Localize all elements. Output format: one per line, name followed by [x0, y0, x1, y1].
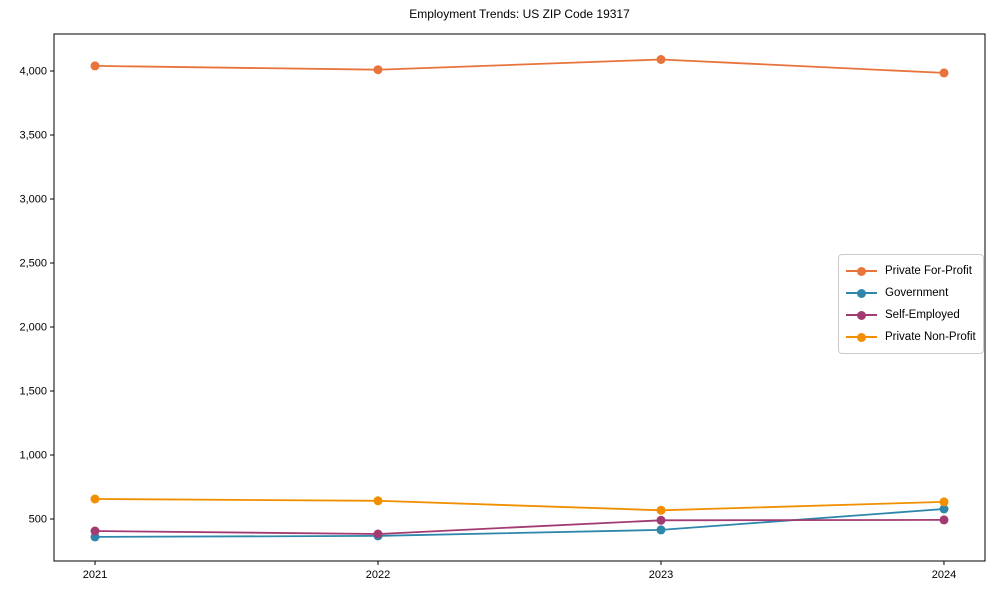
data-point-private-for-profit: [90, 61, 100, 71]
y-tick-label: 3,500: [19, 129, 47, 141]
legend-label: Private For-Profit: [885, 265, 972, 277]
data-point-self-employed: [939, 515, 949, 525]
legend-label: Government: [885, 287, 949, 299]
data-point-self-employed: [373, 529, 383, 539]
x-tick-label: 2023: [649, 569, 673, 581]
plot-border: [53, 33, 986, 562]
legend-marker-private-for-profit: [846, 265, 877, 277]
legend: Private For-Profit Government Self-Emplo…: [838, 254, 984, 354]
legend-marker-self-employed: [846, 309, 877, 321]
y-tick-label: 2,500: [19, 258, 47, 270]
y-tick-label: 1,000: [19, 450, 47, 462]
legend-item-government: Government: [846, 282, 976, 304]
x-tick-label: 2022: [366, 569, 390, 581]
data-point-government: [656, 525, 666, 535]
legend-marker-government: [846, 287, 877, 299]
y-tick-label: 2,000: [19, 322, 47, 334]
series-line-self-employed: [94, 519, 945, 535]
chart-title: Employment Trends: US ZIP Code 19317: [409, 7, 630, 21]
legend-item-private-non-profit: Private Non-Profit: [846, 326, 976, 348]
legend-marker-private-non-profit: [846, 331, 877, 343]
series-line-private-non-profit: [94, 498, 945, 512]
data-point-private-for-profit: [373, 65, 383, 75]
legend-item-self-employed: Self-Employed: [846, 304, 976, 326]
series-group: [90, 55, 949, 542]
legend-item-private-for-profit: Private For-Profit: [846, 260, 976, 282]
data-point-self-employed: [656, 515, 666, 525]
data-point-private-non-profit: [939, 497, 949, 507]
data-point-private-for-profit: [939, 68, 949, 78]
legend-label: Private Non-Profit: [885, 331, 976, 343]
legend-label: Self-Employed: [885, 309, 960, 321]
data-point-private-non-profit: [373, 496, 383, 506]
y-tick-label: 500: [29, 514, 47, 526]
data-point-self-employed: [90, 526, 100, 536]
y-tick-label: 4,000: [19, 65, 47, 77]
x-tick-label: 2024: [932, 569, 956, 581]
data-point-private-non-profit: [656, 505, 666, 515]
x-tick-label: 2021: [83, 569, 107, 581]
y-tick-label: 1,500: [19, 386, 47, 398]
data-point-private-non-profit: [90, 494, 100, 504]
axes-group: 500 1,000 1,500 2,000 2,500 3,000 3,500 4,000 20…: [19, 33, 986, 581]
data-point-private-for-profit: [656, 55, 666, 64]
y-tick-label: 3,000: [19, 193, 47, 205]
data-point-government: [939, 504, 949, 514]
series-line-private-for-profit: [94, 58, 945, 74]
